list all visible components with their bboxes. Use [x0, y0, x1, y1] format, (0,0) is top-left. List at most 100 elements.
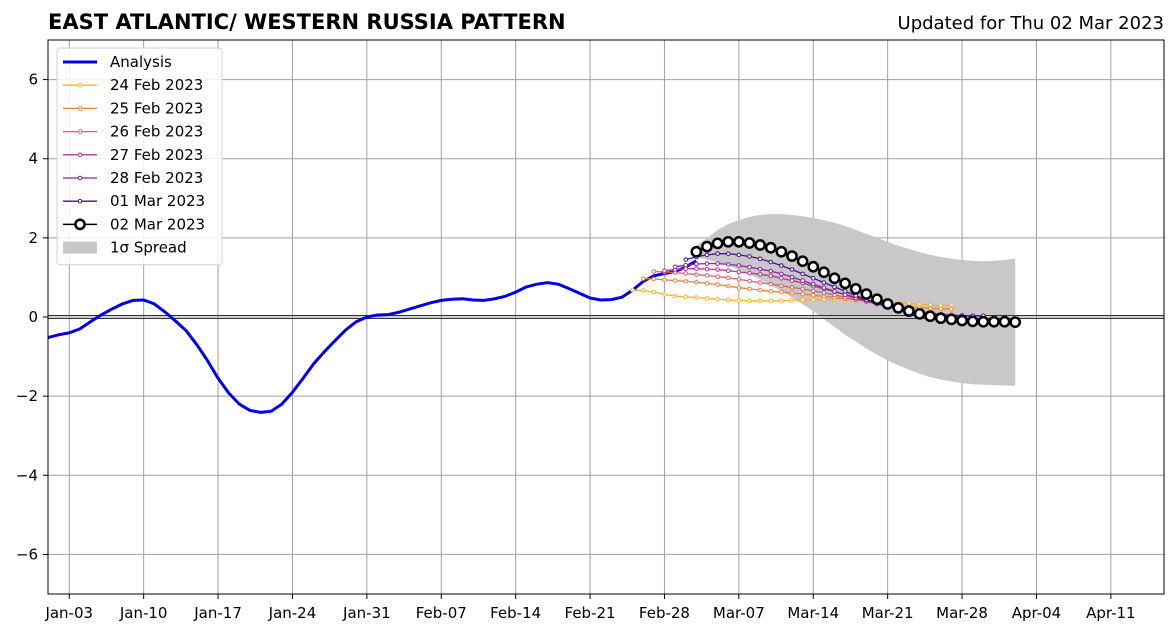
data-point	[651, 276, 657, 282]
y-tick-label: −6	[16, 545, 38, 563]
data-point	[789, 285, 795, 290]
y-tick-label: −4	[16, 466, 38, 484]
data-point	[747, 286, 752, 292]
data-point	[810, 288, 816, 294]
data-point	[966, 315, 979, 328]
data-point	[757, 266, 763, 272]
data-point	[998, 315, 1011, 328]
data-point	[736, 298, 742, 303]
data-point	[842, 288, 848, 294]
chart-title: EAST ATLANTIC/ WESTERN RUSSIA PATTERN	[48, 10, 566, 34]
data-point	[725, 268, 731, 274]
y-tick-label: 0	[28, 308, 38, 326]
data-point	[683, 271, 689, 276]
data-point	[764, 241, 777, 254]
x-tick-label: Apr-04	[1012, 604, 1062, 622]
data-point	[715, 282, 720, 287]
legend-label: 25 Feb 2023	[110, 99, 203, 117]
data-point	[779, 283, 784, 289]
series-0	[47, 259, 698, 414]
legend-marker	[77, 175, 83, 181]
data-point	[694, 261, 699, 267]
data-point	[662, 268, 667, 274]
data-point	[711, 237, 724, 250]
data-point	[704, 296, 710, 301]
data-point	[733, 235, 745, 248]
legend-box	[56, 47, 223, 266]
legend: Analysis 24 Feb 2023 25 Feb 2023 26 Feb 202…	[56, 47, 223, 266]
data-point	[736, 269, 742, 275]
series-layer	[47, 235, 1022, 414]
y-tick-label: 4	[28, 150, 38, 168]
data-point	[821, 294, 827, 299]
legend-item: 28 Feb 2023	[63, 169, 203, 187]
data-point	[640, 276, 646, 281]
data-point	[690, 245, 703, 258]
legend-item: 02 Mar 2023	[63, 215, 205, 233]
data-point	[768, 281, 774, 287]
x-tick-label: Jan-31	[342, 604, 391, 622]
data-point	[938, 306, 944, 311]
data-point	[701, 240, 713, 253]
legend-marker	[77, 129, 83, 134]
x-tick-label: Feb-07	[416, 604, 467, 622]
legend-item: 01 Mar 2023	[63, 192, 205, 210]
data-point	[640, 288, 646, 293]
x-tick-label: Feb-14	[490, 604, 541, 622]
data-point	[722, 235, 735, 248]
data-point	[768, 259, 774, 265]
legend-marker	[77, 152, 83, 158]
legend-item: 26 Feb 2023	[63, 123, 203, 141]
data-point	[704, 273, 710, 278]
data-point	[796, 255, 809, 268]
legend-label: Analysis	[110, 53, 172, 71]
data-point	[871, 293, 883, 306]
data-point	[881, 298, 894, 310]
data-point	[768, 273, 774, 279]
data-point	[694, 272, 699, 277]
data-point	[800, 278, 805, 283]
data-point	[757, 298, 763, 304]
data-point	[662, 277, 667, 283]
data-point	[934, 312, 947, 325]
data-point	[786, 250, 798, 262]
data-point	[768, 268, 774, 274]
series-7	[690, 235, 1022, 328]
y-axis: −6 −4 −2 0 2 4 6	[16, 71, 48, 563]
data-point	[683, 266, 689, 272]
data-point	[683, 262, 689, 268]
data-point	[913, 307, 926, 320]
plot-area	[47, 39, 1165, 595]
legend-swatch	[63, 241, 97, 254]
legend-label: 01 Mar 2023	[110, 192, 205, 210]
legend-item: 24 Feb 2023	[63, 76, 203, 94]
data-point	[715, 267, 720, 272]
data-point	[821, 290, 827, 296]
data-point	[821, 280, 827, 285]
y-tick-label: 6	[28, 71, 38, 89]
data-point	[630, 287, 635, 293]
data-point	[757, 280, 763, 285]
data-point	[818, 266, 830, 279]
x-tick-label: Feb-21	[565, 604, 616, 622]
chart-subtitle: Updated for Thu 02 Mar 2023	[898, 13, 1164, 34]
x-tick-label: Mar-21	[862, 604, 914, 622]
data-point	[949, 302, 954, 308]
data-point	[747, 298, 752, 304]
data-point	[789, 274, 795, 280]
data-point	[736, 252, 742, 258]
data-point	[789, 278, 795, 283]
legend-marker	[77, 198, 83, 204]
legend-label: 26 Feb 2023	[110, 123, 203, 141]
data-point	[903, 305, 915, 317]
data-point	[747, 270, 752, 276]
data-point	[779, 298, 784, 304]
data-point	[757, 287, 763, 293]
data-point	[828, 272, 841, 285]
data-point	[736, 285, 742, 291]
legend-item: 27 Feb 2023	[63, 146, 203, 164]
data-point	[725, 275, 731, 281]
data-point	[651, 289, 657, 295]
data-point	[789, 290, 795, 296]
data-point	[779, 275, 784, 281]
